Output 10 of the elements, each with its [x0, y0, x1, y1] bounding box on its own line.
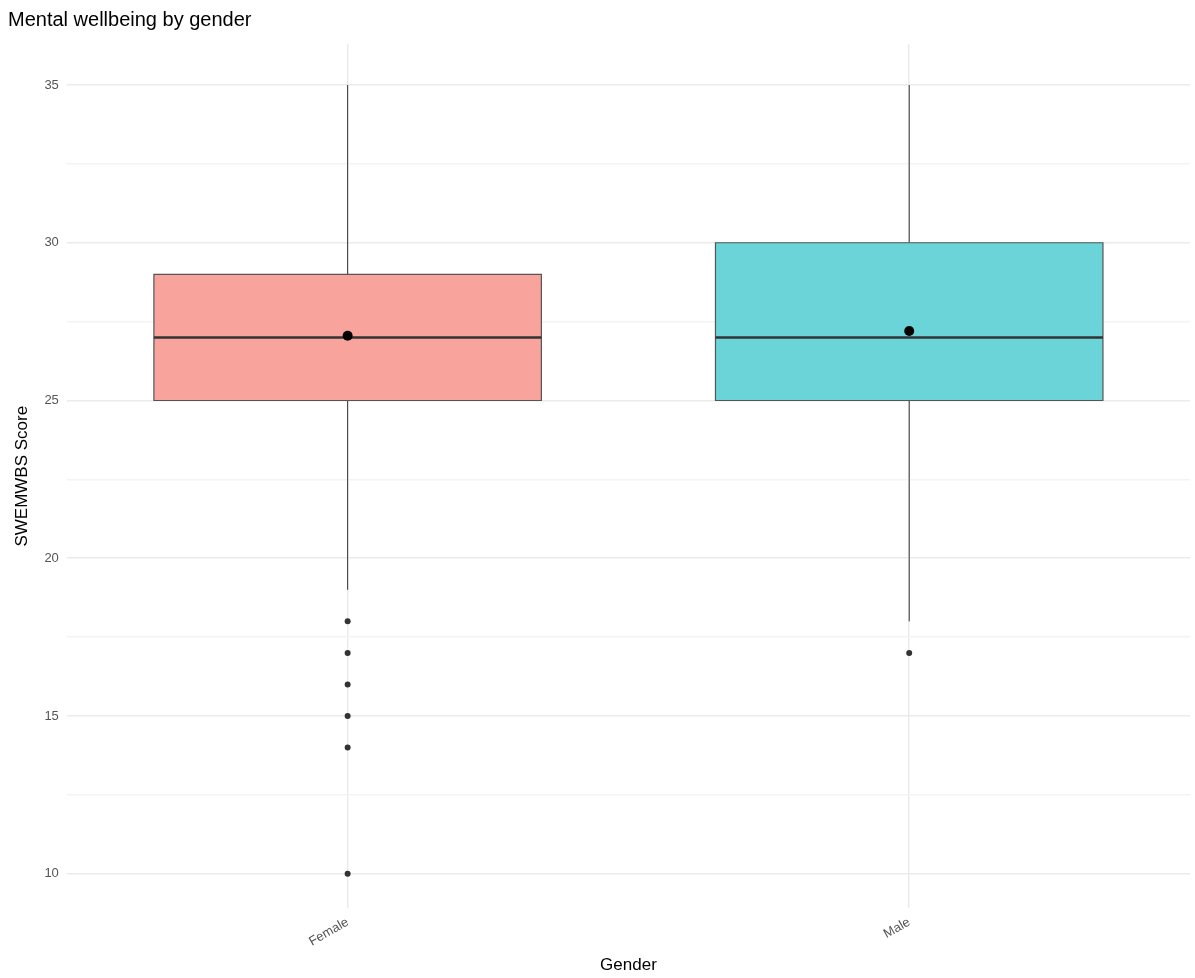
chart-title: Mental wellbeing by gender [8, 7, 252, 30]
y-tick-label: 30 [44, 234, 59, 250]
y-axis-title: SWEMWBS Score [11, 405, 31, 547]
x-axis-title: Gender [600, 955, 658, 975]
y-tick-label: 20 [44, 549, 59, 565]
y-tick-label: 35 [44, 76, 59, 92]
y-tick-label: 10 [44, 865, 59, 881]
y-tick-label: 15 [44, 707, 59, 723]
y-tick-label: 25 [44, 392, 59, 408]
x-tick-label: Male [880, 913, 913, 941]
